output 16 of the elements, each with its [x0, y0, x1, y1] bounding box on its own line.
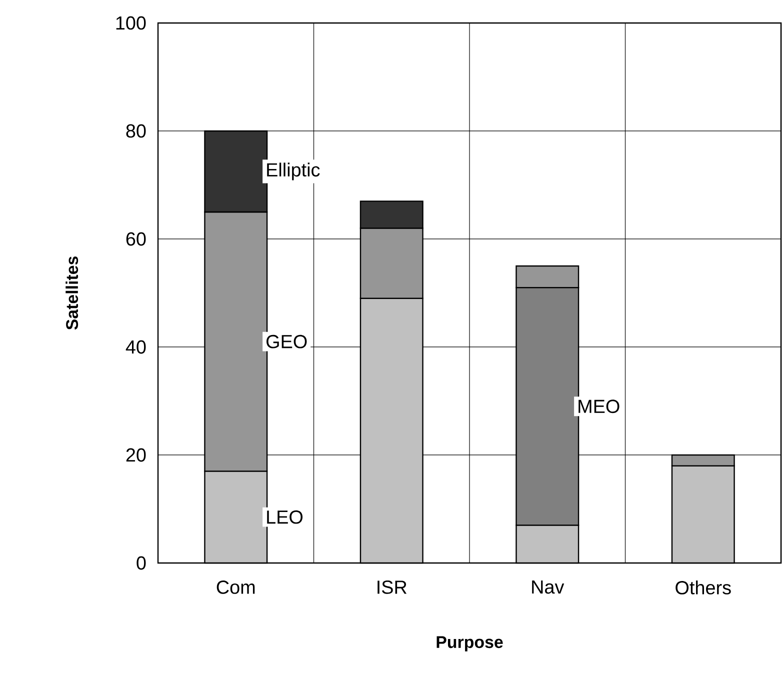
series-label: LEO — [267, 510, 303, 524]
x-tick-label: Nav — [532, 580, 564, 594]
y-tick-label: 100 — [116, 16, 146, 30]
series-label: MEO — [578, 400, 620, 414]
y-tick-label: 80 — [126, 124, 146, 138]
series-label: Elliptic — [267, 162, 320, 180]
x-axis-title: Purpose — [436, 636, 503, 652]
series-label: GEO — [266, 334, 307, 348]
x-tick-label: ISR — [378, 580, 407, 594]
y-tick-label: 20 — [126, 448, 146, 462]
y-tick-label: 40 — [126, 340, 146, 354]
y-tick-label: 60 — [126, 232, 146, 246]
y-tick-label: 0 — [136, 556, 146, 570]
y-axis-title: Satellites — [66, 256, 78, 330]
x-tick-label: Com — [216, 580, 255, 594]
x-tick-label: Others — [676, 580, 731, 594]
